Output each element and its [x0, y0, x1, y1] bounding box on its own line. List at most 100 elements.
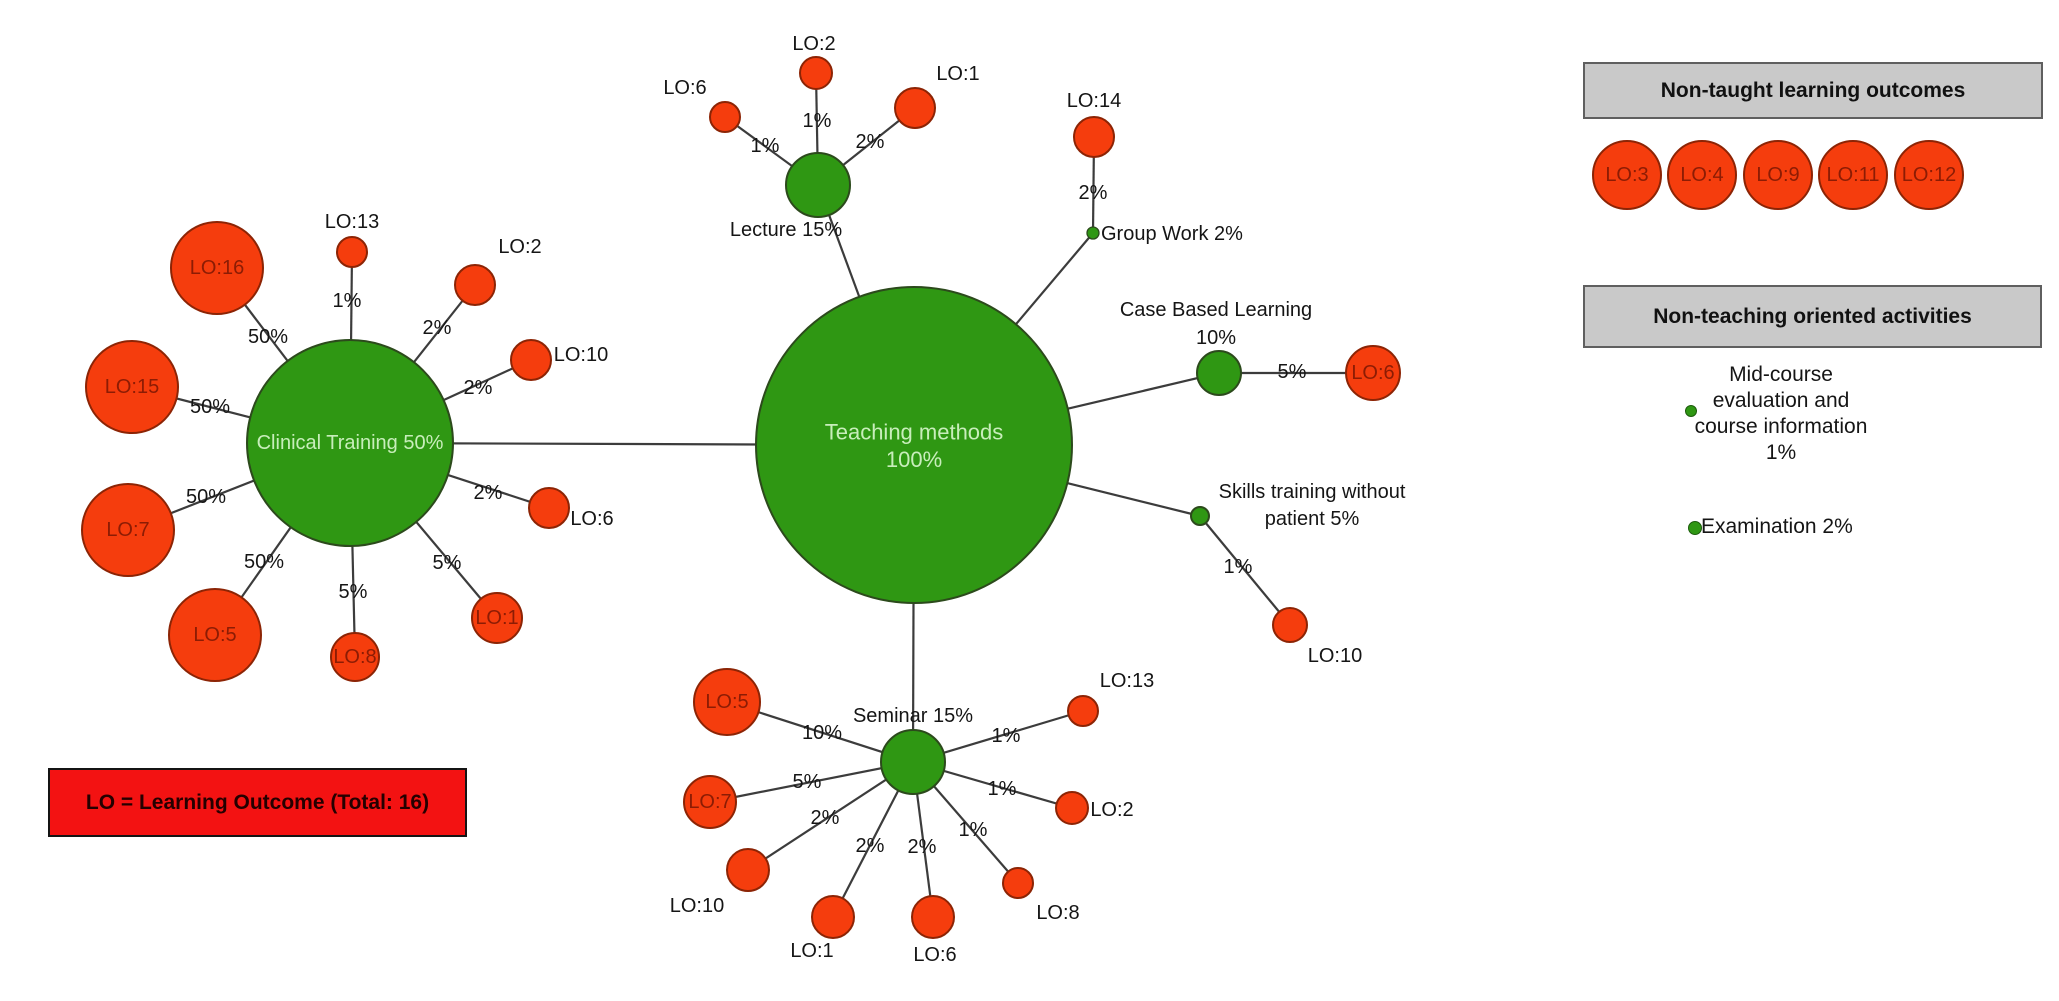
lecture-lo1-node: [894, 87, 936, 129]
ct-lo7-node: [81, 483, 175, 577]
mid-course-label: Mid-course evaluation and course informa…: [1694, 363, 1868, 464]
seminar-lo2-label: LO:2: [1090, 799, 1133, 821]
edge-label-seminar-sem7: 5%: [793, 771, 822, 793]
lo14-label: LO:14: [1067, 90, 1121, 112]
edge-label-ct-ct8: 5%: [339, 581, 368, 603]
group-work-lo14-node: [1073, 116, 1115, 158]
edge-label-ct-ct16: 50%: [248, 326, 288, 348]
clinical-training-node: [246, 339, 454, 547]
edge-label-ct-ct7: 50%: [186, 486, 226, 508]
edge-label-seminar-sem5: 10%: [802, 722, 842, 744]
ct-lo2-label: LO:2: [498, 236, 541, 258]
seminar-lo6-node: [911, 895, 955, 939]
seminar-lo6-label: LO:6: [913, 944, 956, 966]
edge-label-gw-lo14: 2%: [1079, 182, 1108, 204]
clinical-training-node-label: Clinical Training 50%: [257, 432, 444, 454]
panel-lo3-node-label: LO:3: [1605, 164, 1648, 186]
panel-lo3-node: [1592, 140, 1662, 210]
edge-label-ct-ct13: 1%: [333, 290, 362, 312]
ct-lo10-node: [510, 339, 552, 381]
skills-lo10-node: [1272, 607, 1308, 643]
seminar-lo7-node-label: LO:7: [688, 791, 731, 813]
seminar-lo8-node: [1002, 867, 1034, 899]
edge-skills-sk10: [1199, 515, 1291, 626]
legend-box: LO = Learning Outcome (Total: 16): [48, 768, 467, 837]
edge-label-seminar-sem13: 1%: [992, 725, 1021, 747]
edge-seminar-sem7: [709, 760, 914, 804]
panel-lo12-node: [1894, 140, 1964, 210]
panel-lo11-node-label: LO:11: [1827, 164, 1880, 186]
edge-label-ct-ct6: 2%: [474, 482, 503, 504]
seminar-lo7-node: [683, 775, 737, 829]
edge-label-lecture-lec1: 2%: [856, 131, 885, 153]
ct-lo5-node-label: LO:5: [193, 624, 236, 646]
lecture-lo2-node: [799, 56, 833, 90]
teaching-methods-node: [755, 286, 1073, 604]
seminar-lo10-label: LO:10: [670, 895, 724, 917]
ct-lo7-node-label: LO:7: [106, 519, 149, 541]
teaching-methods-node-label: Teaching methods 100%: [825, 419, 1004, 472]
ct-lo6-node: [528, 487, 570, 529]
lecture-lo6-node: [709, 101, 741, 133]
skills-lo10-label: LO:10: [1308, 645, 1362, 667]
lecture-lo1-label: LO:1: [936, 63, 979, 85]
panel-lo12-node-label: LO:12: [1902, 164, 1956, 186]
edge-label-ct-ct2: 2%: [423, 317, 452, 339]
seminar-node: [880, 729, 946, 795]
ct-lo8-node-label: LO:8: [333, 646, 376, 668]
ct-lo16-node: [170, 221, 264, 315]
edge-label-ct-ct15: 50%: [190, 396, 230, 418]
seminar-label: Seminar 15%: [853, 705, 973, 727]
ct-lo1-node: [471, 592, 523, 644]
seminar-lo13-node: [1067, 695, 1099, 727]
non-taught-header-title: Non-taught learning outcomes: [1660, 78, 1966, 102]
cbl-lo6-node-label: LO:6: [1351, 362, 1394, 384]
skills-label-line2: patient 5%: [1265, 508, 1360, 530]
legend-label: LO = Learning Outcome (Total: 16): [85, 790, 430, 814]
edge-label-ct-ct1: 5%: [433, 552, 462, 574]
ct-lo16-node-label: LO:16: [190, 257, 244, 279]
mid-course-dot-icon: [1685, 405, 1697, 417]
ct-lo13-node: [336, 236, 368, 268]
seminar-lo2-node: [1055, 791, 1089, 825]
ct-lo10-label: LO:10: [554, 344, 608, 366]
ct-lo13-label: LO:13: [325, 211, 379, 233]
seminar-lo5-node: [693, 668, 761, 736]
ct-lo8-node: [330, 632, 380, 682]
lecture-lo6-label: LO:6: [663, 77, 706, 99]
non-teaching-header-box: Non-teaching oriented activities: [1583, 285, 2042, 348]
lecture-label: Lecture 15%: [730, 219, 843, 241]
panel-lo4-node: [1667, 140, 1737, 210]
seminar-lo1-label: LO:1: [790, 940, 833, 962]
lecture-node: [785, 152, 851, 218]
ct-lo6-label: LO:6: [570, 508, 613, 530]
ct-lo15-node: [85, 340, 179, 434]
cbl-label-line2: 10%: [1196, 327, 1236, 349]
edge-label-lecture-lec6: 1%: [751, 135, 780, 157]
ct-lo5-node: [168, 588, 262, 682]
edge-label-seminar-sem1: 2%: [856, 835, 885, 857]
skills-training-node: [1190, 506, 1210, 526]
panel-lo11-node: [1818, 140, 1888, 210]
edge-label-skills-sk10: 1%: [1224, 556, 1253, 578]
ct-lo2-node: [454, 264, 496, 306]
cbl-label-line1: Case Based Learning: [1120, 299, 1312, 321]
panel-lo4-node-label: LO:4: [1680, 164, 1723, 186]
non-taught-header-box: Non-taught learning outcomes: [1583, 62, 2043, 119]
skills-label-line1: Skills training without: [1219, 481, 1406, 503]
edge-label-seminar-sem8: 1%: [959, 819, 988, 841]
edge-label-seminar-sem10: 2%: [811, 807, 840, 829]
edge-label-ct-ct10: 2%: [464, 377, 493, 399]
group-work-node: [1086, 226, 1100, 240]
non-teaching-header-title: Non-teaching oriented activities: [1653, 304, 1972, 328]
group-work-label: Group Work 2%: [1101, 223, 1243, 245]
edge-label-seminar-sem2: 1%: [988, 778, 1017, 800]
edge-label-lecture-lec2: 1%: [803, 110, 832, 132]
edge-label-ct-ct5: 50%: [244, 551, 284, 573]
cbl-lo6-node: [1345, 345, 1401, 401]
examination-dot-icon: [1688, 521, 1702, 535]
seminar-lo5-node-label: LO:5: [705, 691, 748, 713]
panel-lo9-node: [1743, 140, 1813, 210]
case-based-learning-node: [1196, 350, 1242, 396]
